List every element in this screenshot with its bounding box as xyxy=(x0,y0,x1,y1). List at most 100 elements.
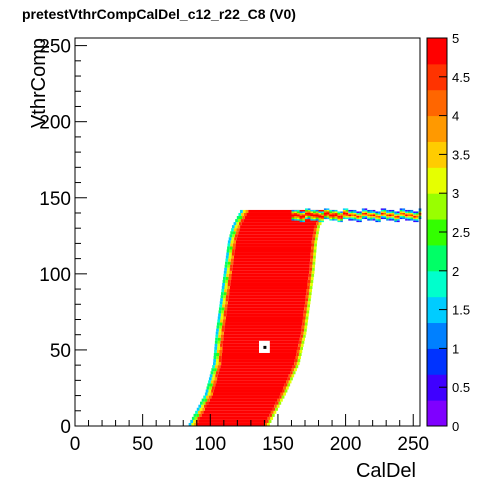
heatmap-cell xyxy=(223,331,301,335)
x-tick-label: 200 xyxy=(330,434,362,455)
heatmap-cell xyxy=(394,216,397,218)
chart-title: pretestVthrCompCalDel_c12_r22_C8 (V0) xyxy=(22,6,296,22)
heatmap-cell xyxy=(222,282,225,287)
heatmap-cell xyxy=(310,217,314,220)
heatmap-cell xyxy=(205,395,209,399)
heatmap-cell xyxy=(205,389,209,393)
heatmap-cell xyxy=(334,212,338,215)
color-scale-band xyxy=(427,219,447,246)
heatmap-cell xyxy=(218,313,221,317)
heatmap-cell xyxy=(340,216,343,218)
z-tick-label: 2.5 xyxy=(452,225,470,240)
heatmap-cells xyxy=(188,208,422,426)
heatmap-cell xyxy=(213,352,217,357)
heatmap-cell xyxy=(232,264,310,268)
heatmap-cell xyxy=(402,211,406,213)
heatmap-cell xyxy=(215,337,218,341)
heatmap-cell xyxy=(200,401,203,405)
heatmap-cell xyxy=(209,398,278,402)
heatmap-cell xyxy=(270,410,274,414)
heatmap-cell xyxy=(221,362,295,366)
heatmap-cell xyxy=(316,222,319,226)
heatmap-cell xyxy=(348,214,351,217)
heatmap-cell xyxy=(351,216,354,218)
heatmap-cell xyxy=(219,304,223,308)
heatmap-cell xyxy=(332,217,335,220)
heatmap-cell xyxy=(232,234,235,238)
heatmap-cell xyxy=(233,255,311,259)
heatmap-cell xyxy=(369,209,373,212)
heatmap-cell xyxy=(306,289,310,293)
heatmap-cell xyxy=(314,243,317,247)
heatmap-cell xyxy=(364,216,368,218)
heatmap-cell xyxy=(345,217,349,220)
heatmap-cell xyxy=(294,209,297,212)
heatmap-cell xyxy=(305,295,309,299)
heatmap-cell xyxy=(367,211,370,213)
heatmap-cell xyxy=(394,214,397,217)
z-tick-label: 0 xyxy=(452,419,459,434)
heatmap-cell xyxy=(233,231,236,235)
heatmap-cell xyxy=(348,211,351,213)
heatmap-cell xyxy=(334,219,338,221)
heatmap-cell xyxy=(227,301,305,305)
heatmap-cell xyxy=(364,212,368,215)
heatmap-cell xyxy=(221,325,225,329)
heatmap-cell xyxy=(197,416,201,420)
y-tick-label: 250 xyxy=(39,37,71,58)
heatmap-cell xyxy=(294,362,297,366)
heatmap-cell xyxy=(231,228,234,232)
heatmap-cell xyxy=(286,380,289,384)
heatmap-cell xyxy=(315,237,318,241)
heatmap-cell xyxy=(235,231,239,235)
y-tick-label: 0 xyxy=(60,417,71,438)
heatmap-cell xyxy=(218,331,222,335)
heatmap-cell xyxy=(299,212,303,215)
heatmap-cell xyxy=(291,217,295,220)
heatmap-cell xyxy=(233,222,237,226)
axes: 0 50 100 150 200 250 0 50 100 150 200 250 xyxy=(39,37,429,455)
heatmap-cell xyxy=(288,380,292,384)
heatmap-cell xyxy=(209,374,213,378)
heatmap-cell xyxy=(240,219,244,223)
heatmap-cell xyxy=(244,216,333,220)
heatmap-cell xyxy=(388,216,392,218)
heatmap-cell xyxy=(220,319,223,323)
heatmap-cell xyxy=(220,316,224,320)
heatmap-cell xyxy=(214,349,217,353)
heatmap-cell xyxy=(277,398,281,402)
heatmap-cell xyxy=(216,352,220,357)
heatmap-cell xyxy=(213,362,216,366)
heatmap-cell xyxy=(334,214,338,217)
heatmap-cell xyxy=(415,211,419,213)
heatmap-cell xyxy=(415,220,419,223)
heatmap-cell xyxy=(315,217,319,220)
heatmap-cell xyxy=(307,304,311,308)
heatmap-cell xyxy=(313,228,317,232)
heatmap-cell xyxy=(225,295,229,299)
heatmap-cell xyxy=(329,212,333,215)
heatmap-cell xyxy=(296,362,300,366)
heatmap-cell xyxy=(386,209,389,212)
heatmap-cell xyxy=(236,228,240,232)
z-tick-label: 4.5 xyxy=(452,70,470,85)
heatmap-cell xyxy=(228,258,231,262)
heatmap-cell xyxy=(326,214,330,217)
heatmap-cell xyxy=(219,301,223,305)
heatmap-cell xyxy=(218,307,222,311)
heatmap-cell xyxy=(296,219,300,221)
heatmap-cell xyxy=(291,368,295,372)
heatmap-cell xyxy=(316,231,319,235)
heatmap-cell xyxy=(217,346,220,350)
heatmap-cell xyxy=(217,365,221,369)
heatmap-cell xyxy=(342,211,346,213)
heatmap-cell xyxy=(332,216,335,218)
heatmap-cell xyxy=(225,279,229,283)
heatmap-cell xyxy=(200,410,204,414)
heatmap-cell xyxy=(283,386,287,390)
heatmap-cell xyxy=(266,419,269,423)
heatmap-cell xyxy=(271,413,275,417)
heatmap-cell xyxy=(391,212,395,215)
heatmap-cell xyxy=(415,216,419,218)
heatmap-cell xyxy=(402,216,406,218)
